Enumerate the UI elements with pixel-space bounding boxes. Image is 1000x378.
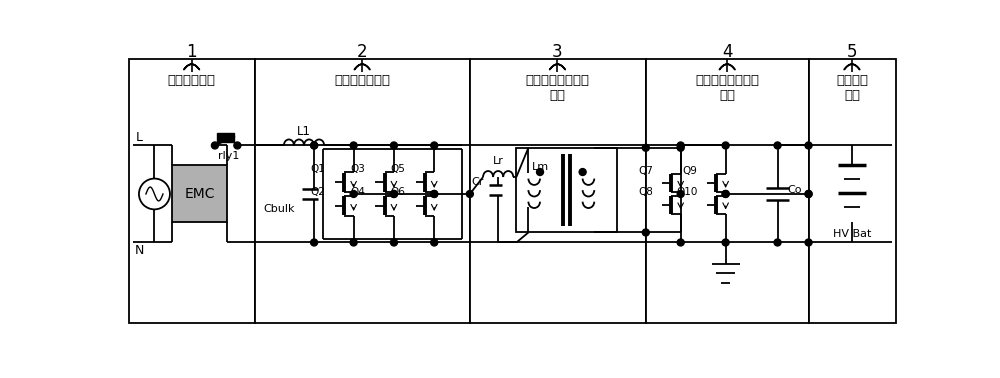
Text: Q2: Q2	[310, 187, 325, 197]
Circle shape	[677, 191, 684, 197]
Text: Q6: Q6	[391, 187, 406, 197]
Circle shape	[311, 239, 318, 246]
Text: 1: 1	[186, 42, 197, 60]
Circle shape	[431, 239, 438, 246]
Circle shape	[805, 191, 812, 197]
Bar	[470, 59, 646, 322]
Circle shape	[234, 142, 241, 149]
Circle shape	[774, 142, 781, 149]
Circle shape	[350, 239, 357, 246]
Circle shape	[390, 191, 397, 197]
Bar	[516, 148, 617, 232]
Circle shape	[642, 144, 649, 151]
Circle shape	[642, 229, 649, 236]
Text: rly1: rly1	[218, 151, 240, 161]
Circle shape	[211, 142, 218, 149]
Bar	[809, 59, 896, 322]
Text: Cbulk: Cbulk	[263, 204, 295, 214]
Circle shape	[139, 178, 170, 209]
Bar	[646, 59, 809, 322]
Text: 高压电池
模块: 高压电池 模块	[836, 74, 868, 102]
Text: EMC: EMC	[184, 187, 215, 201]
Text: Q1: Q1	[310, 164, 325, 174]
Circle shape	[350, 142, 357, 149]
Bar	[255, 59, 470, 322]
Circle shape	[431, 191, 438, 197]
Circle shape	[805, 142, 812, 149]
Circle shape	[350, 191, 357, 197]
Text: Q4: Q4	[350, 187, 365, 197]
Text: L: L	[136, 131, 143, 144]
Circle shape	[805, 191, 812, 197]
Text: Cr: Cr	[472, 177, 484, 187]
Bar	[129, 59, 255, 322]
Circle shape	[311, 142, 318, 149]
Circle shape	[311, 142, 318, 149]
Text: Q8: Q8	[638, 187, 653, 197]
Circle shape	[722, 142, 729, 149]
Text: Q7: Q7	[638, 166, 653, 176]
Text: HV Bat: HV Bat	[833, 229, 871, 239]
Text: Q10: Q10	[676, 187, 698, 197]
Text: 3: 3	[552, 42, 563, 60]
Circle shape	[390, 142, 397, 149]
Text: Q3: Q3	[350, 164, 365, 174]
Circle shape	[390, 239, 397, 246]
Bar	[217, 133, 234, 143]
Text: 5: 5	[847, 42, 857, 60]
Text: 4: 4	[722, 42, 732, 60]
Circle shape	[677, 142, 684, 149]
Circle shape	[677, 239, 684, 246]
Circle shape	[431, 142, 438, 149]
Text: Q9: Q9	[683, 166, 698, 176]
Circle shape	[722, 191, 729, 197]
Text: 交流电源模块: 交流电源模块	[168, 74, 216, 87]
Circle shape	[579, 169, 586, 175]
Text: 充电机源边模块: 充电机源边模块	[334, 74, 390, 87]
Circle shape	[774, 239, 781, 246]
Circle shape	[431, 191, 438, 197]
Text: 充电机副边高压侧
模块: 充电机副边高压侧 模块	[695, 74, 759, 102]
Circle shape	[722, 191, 729, 197]
Circle shape	[390, 191, 397, 197]
Circle shape	[722, 239, 729, 246]
Circle shape	[677, 144, 684, 151]
Text: L1: L1	[297, 125, 311, 138]
Circle shape	[466, 191, 473, 197]
Bar	[172, 166, 227, 223]
Text: Co: Co	[787, 185, 802, 195]
Text: Q5: Q5	[391, 164, 406, 174]
Text: Lr: Lr	[493, 156, 504, 166]
Circle shape	[805, 239, 812, 246]
Text: 2: 2	[357, 42, 367, 60]
Text: N: N	[135, 244, 144, 257]
Text: Lm: Lm	[532, 162, 549, 172]
Circle shape	[537, 169, 544, 175]
Text: 变压器及谐振拓扑
模块: 变压器及谐振拓扑 模块	[525, 74, 589, 102]
